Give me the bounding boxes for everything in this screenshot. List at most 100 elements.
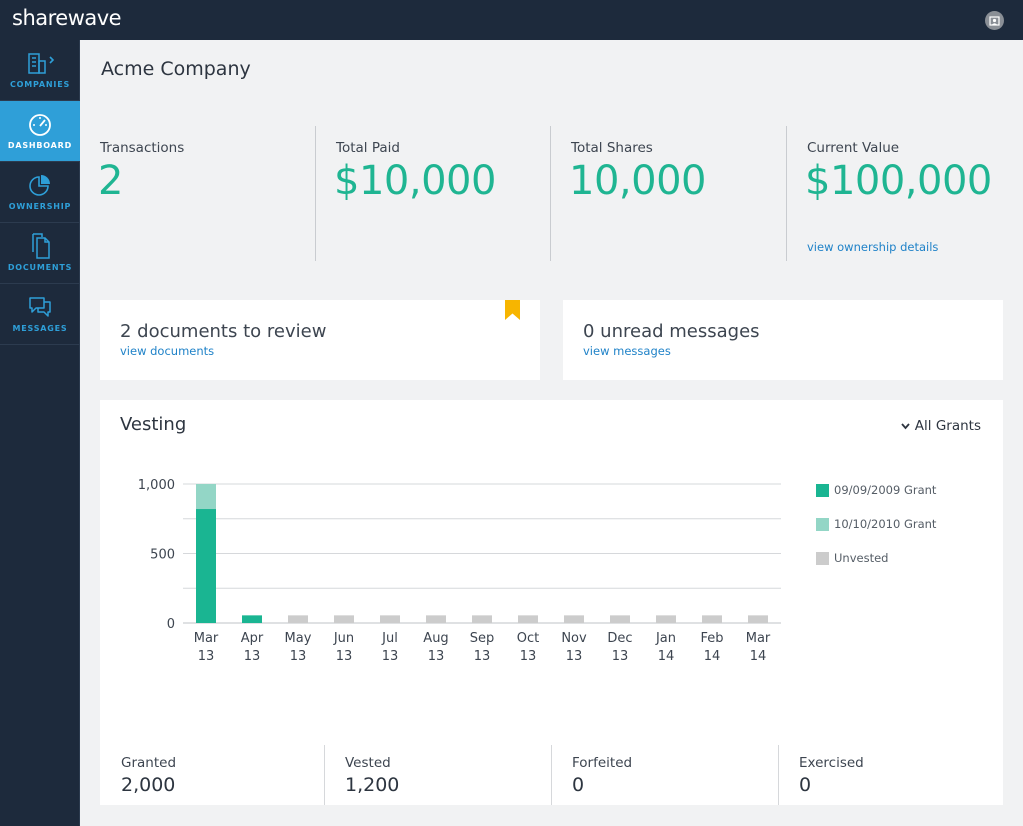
- vesting-chart: 0 500 1,000 Mar 13 Apr 13 May 13 Jun 13 Jul 13 Aug 13 S…: [138, 478, 781, 664]
- stat-value: 10,000: [569, 158, 706, 204]
- bar-segment: [380, 615, 400, 623]
- x-tick-label: Aug: [423, 631, 448, 646]
- sidebar-item-label: COMPANIES: [9, 80, 71, 89]
- x-tick-label: Sep: [470, 631, 495, 646]
- summary-label: Granted: [121, 755, 177, 771]
- bar-segment: [426, 615, 446, 623]
- sidebar-item-label: DOCUMENTS: [7, 263, 73, 272]
- stat-label: Total Paid: [336, 140, 400, 156]
- x-tick-label: Apr: [241, 631, 264, 646]
- bookmark-icon: [505, 300, 520, 320]
- x-tick-label: 14: [750, 649, 767, 664]
- x-tick-label: Mar: [746, 631, 771, 646]
- bar-segment: [702, 615, 722, 623]
- sidebar-item-dashboard[interactable]: DASHBOARD: [0, 101, 80, 162]
- app-logo[interactable]: sharewave: [12, 6, 122, 30]
- sidebar-item-documents[interactable]: DOCUMENTS: [0, 223, 80, 284]
- stat-value: 2: [98, 158, 123, 204]
- legend-swatch: [816, 517, 829, 531]
- bar-segment: [288, 615, 308, 623]
- divider: [550, 126, 551, 261]
- chart-legend: 09/09/2009 Grant 10/10/2010 Grant Unvest…: [816, 483, 936, 585]
- view-documents-link[interactable]: view documents: [120, 344, 215, 358]
- sidebar-item-label: MESSAGES: [12, 324, 68, 333]
- x-tick-label: Jul: [381, 631, 398, 646]
- view-ownership-details-link[interactable]: view ownership details: [807, 240, 939, 254]
- chevron-down-icon: [901, 422, 910, 429]
- bar-segment: [334, 615, 354, 623]
- summary-value: 1,200: [345, 774, 400, 796]
- sidebar-item-messages[interactable]: MESSAGES: [0, 284, 80, 345]
- building-icon: [23, 50, 57, 76]
- x-tick-label: 13: [566, 649, 583, 664]
- divider: [786, 126, 787, 261]
- grant-filter-value: All Grants: [914, 418, 981, 434]
- vesting-title: Vesting: [120, 414, 187, 435]
- divider: [324, 745, 325, 805]
- view-messages-link[interactable]: view messages: [583, 344, 671, 358]
- sidebar-item-companies[interactable]: COMPANIES: [0, 40, 80, 101]
- summary-label: Exercised: [799, 755, 864, 771]
- bar-segment: [748, 615, 768, 623]
- stat-value: $10,000: [334, 158, 496, 204]
- summary-value: 0: [572, 774, 585, 796]
- x-tick-label: Feb: [700, 631, 723, 646]
- legend-item: 10/10/2010 Grant: [816, 517, 936, 531]
- legend-label: Unvested: [834, 551, 889, 565]
- y-tick-label: 0: [167, 617, 175, 632]
- documents-card: 2 documents to review view documents: [100, 300, 540, 380]
- stat-label: Transactions: [100, 140, 185, 156]
- x-tick-label: 13: [336, 649, 353, 664]
- page-title: Acme Company: [101, 58, 251, 80]
- divider: [778, 745, 779, 805]
- bar-segment: [610, 615, 630, 623]
- x-tick-label: 13: [520, 649, 537, 664]
- profile-button[interactable]: [985, 11, 1004, 30]
- bar-segment: [242, 615, 262, 623]
- x-tick-label: May: [285, 631, 312, 646]
- sidebar-item-ownership[interactable]: OWNERSHIP: [0, 162, 80, 223]
- x-tick-label: Dec: [607, 631, 632, 646]
- legend-label: 10/10/2010 Grant: [834, 517, 937, 531]
- summary-value: 2,000: [121, 774, 176, 796]
- divider: [315, 126, 316, 261]
- x-tick-label: 14: [658, 649, 675, 664]
- x-tick-label: 13: [198, 649, 215, 664]
- bar-segment: [472, 615, 492, 623]
- x-tick-label: 13: [244, 649, 261, 664]
- x-tick-label: Jun: [333, 631, 354, 646]
- user-icon: [989, 16, 1000, 26]
- x-tick-label: Jan: [655, 631, 676, 646]
- y-tick-label: 500: [150, 548, 175, 563]
- unread-messages-text: 0 unread messages: [583, 321, 760, 342]
- summary-value: 0: [799, 774, 812, 796]
- bar-segment: [196, 484, 216, 510]
- divider: [551, 745, 552, 805]
- x-tick-label: 13: [474, 649, 491, 664]
- stat-value: $100,000: [805, 158, 992, 204]
- legend-swatch: [816, 483, 829, 497]
- summary-label: Vested: [345, 755, 391, 771]
- bar-segment: [564, 615, 584, 623]
- y-tick-label: 1,000: [138, 478, 175, 493]
- documents-to-review-text: 2 documents to review: [120, 321, 327, 342]
- sidebar-item-label: OWNERSHIP: [8, 202, 72, 211]
- summary-label: Forfeited: [572, 755, 633, 771]
- pie-chart-icon: [28, 172, 52, 198]
- legend-swatch: [816, 551, 829, 565]
- sidebar: COMPANIES DASHBOARD OWNERSHIP: [0, 40, 80, 826]
- grant-filter-dropdown[interactable]: All Grants: [901, 418, 981, 434]
- stat-label: Total Shares: [571, 140, 653, 156]
- gauge-icon: [27, 111, 53, 137]
- messages-card: 0 unread messages view messages: [563, 300, 1003, 380]
- x-tick-label: Mar: [194, 631, 219, 646]
- legend-label: 09/09/2009 Grant: [834, 483, 937, 497]
- stat-label: Current Value: [807, 140, 900, 156]
- x-tick-label: 13: [428, 649, 445, 664]
- bar-segment: [656, 615, 676, 623]
- bar-segment: [518, 615, 538, 623]
- vesting-panel: Vesting All Grants 0 500 1,000 Mar 13 Apr 13 Ma…: [100, 400, 1003, 805]
- legend-item: 09/09/2009 Grant: [816, 483, 936, 497]
- x-tick-label: Nov: [561, 631, 587, 646]
- x-tick-label: 13: [382, 649, 399, 664]
